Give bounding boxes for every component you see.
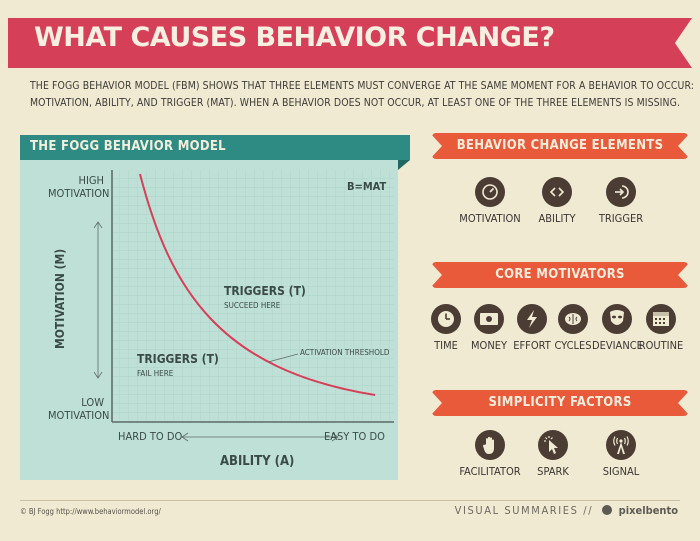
model-header-label: THE FOGG BEHAVIOR MODEL (30, 139, 226, 154)
gauge-icon (475, 177, 505, 207)
model-header-fold (398, 160, 410, 170)
motivator-cycles: CYCLES (552, 304, 594, 352)
footer-credit: © BJ Fogg http://www.behaviormodel.org/ (20, 507, 161, 516)
motivators-header-label: CORE MOTIVATORS (495, 267, 625, 282)
ability-arrow (181, 432, 339, 442)
simplicity-header: SIMPLICITY FACTORS (430, 390, 690, 416)
threshold-pointer (267, 353, 299, 363)
calendar-icon (646, 304, 676, 334)
money-bill-icon (474, 304, 504, 334)
motivator-routine: ROUTINE (637, 304, 685, 352)
simplicity-header-label: SIMPLICITY FACTORS (488, 395, 632, 410)
motivator-effort: EFFORT (511, 304, 553, 352)
intro-line-2: MOTIVATION, ABILITY, AND TRIGGER (MAT). … (30, 97, 681, 109)
triggers-fail-title: TRIGGERS (T) (137, 352, 219, 366)
intro-text: THE FOGG BEHAVIOR MODEL (FBM) SHOWS THAT… (30, 78, 694, 112)
x-axis-title: ABILITY (A) (220, 454, 295, 469)
cursor-spark-icon (538, 430, 568, 460)
hand-icon (475, 430, 505, 460)
intro-line-1: THE FOGG BEHAVIOR MODEL (FBM) SHOWS THAT… (30, 80, 694, 92)
element-ability: ABILITY (526, 177, 588, 225)
x-hard-label: HARD TO DO (118, 430, 183, 443)
x-easy-label: EASY TO DO (324, 430, 385, 443)
page-title: WHAT CAUSES BEHAVIOR CHANGE? (34, 22, 555, 53)
model-header: THE FOGG BEHAVIOR MODEL (20, 135, 410, 160)
triggers-fail-sub: FAIL HERE (137, 369, 174, 378)
motivator-time: TIME (425, 304, 467, 352)
triggers-succeed-sub: SUCCEED HERE (224, 301, 281, 310)
mask-icon (602, 304, 632, 334)
fogg-model-svg (93, 170, 394, 442)
broadcast-tower-icon (606, 430, 636, 460)
footer-summaries: VISUAL SUMMARIES // (454, 504, 594, 517)
clock-icon (431, 304, 461, 334)
motivators-header: CORE MOTIVATORS (430, 262, 690, 288)
triggers-succeed-title: TRIGGERS (T) (224, 284, 306, 298)
activation-threshold-label: ACTIVATION THRESHOLD (300, 348, 390, 357)
footer-brand: pixelbento (618, 504, 678, 517)
brain-icon (558, 304, 588, 334)
y-axis-title: MOTIVATION (M) (53, 248, 67, 349)
element-motivation: MOTIVATION (459, 177, 521, 225)
simplicity-spark: SPARK (522, 430, 584, 478)
motivator-money: MONEY (467, 304, 511, 352)
footer-brand-line: VISUAL SUMMARIES // pixelbento (455, 504, 678, 517)
element-trigger: TRIGGER (590, 177, 652, 225)
y-low-label: LOW MOTIVATION (48, 396, 110, 422)
y-high-label: HIGH MOTIVATION (48, 174, 110, 200)
code-brackets-icon (542, 177, 572, 207)
elements-header: BEHAVIOR CHANGE ELEMENTS (430, 133, 690, 159)
pixelbento-logo-icon (601, 505, 612, 515)
lightning-icon (517, 304, 547, 334)
elements-header-label: BEHAVIOR CHANGE ELEMENTS (456, 138, 664, 153)
simplicity-signal: SIGNAL (590, 430, 652, 478)
footer-divider (20, 500, 680, 501)
enter-arrow-icon (606, 177, 636, 207)
motivation-arrow (93, 221, 103, 379)
formula-label: B=MAT (347, 180, 387, 193)
fogg-model-diagram: HIGH MOTIVATION LOW MOTIVATION MOTIVATION … (20, 160, 398, 480)
title-banner: WHAT CAUSES BEHAVIOR CHANGE? (8, 18, 692, 68)
grid-area (112, 170, 394, 422)
activation-threshold-curve (139, 173, 376, 396)
motivator-deviance: DEVIANCE (592, 304, 643, 352)
simplicity-facilitator: FACILITATOR (456, 430, 524, 478)
